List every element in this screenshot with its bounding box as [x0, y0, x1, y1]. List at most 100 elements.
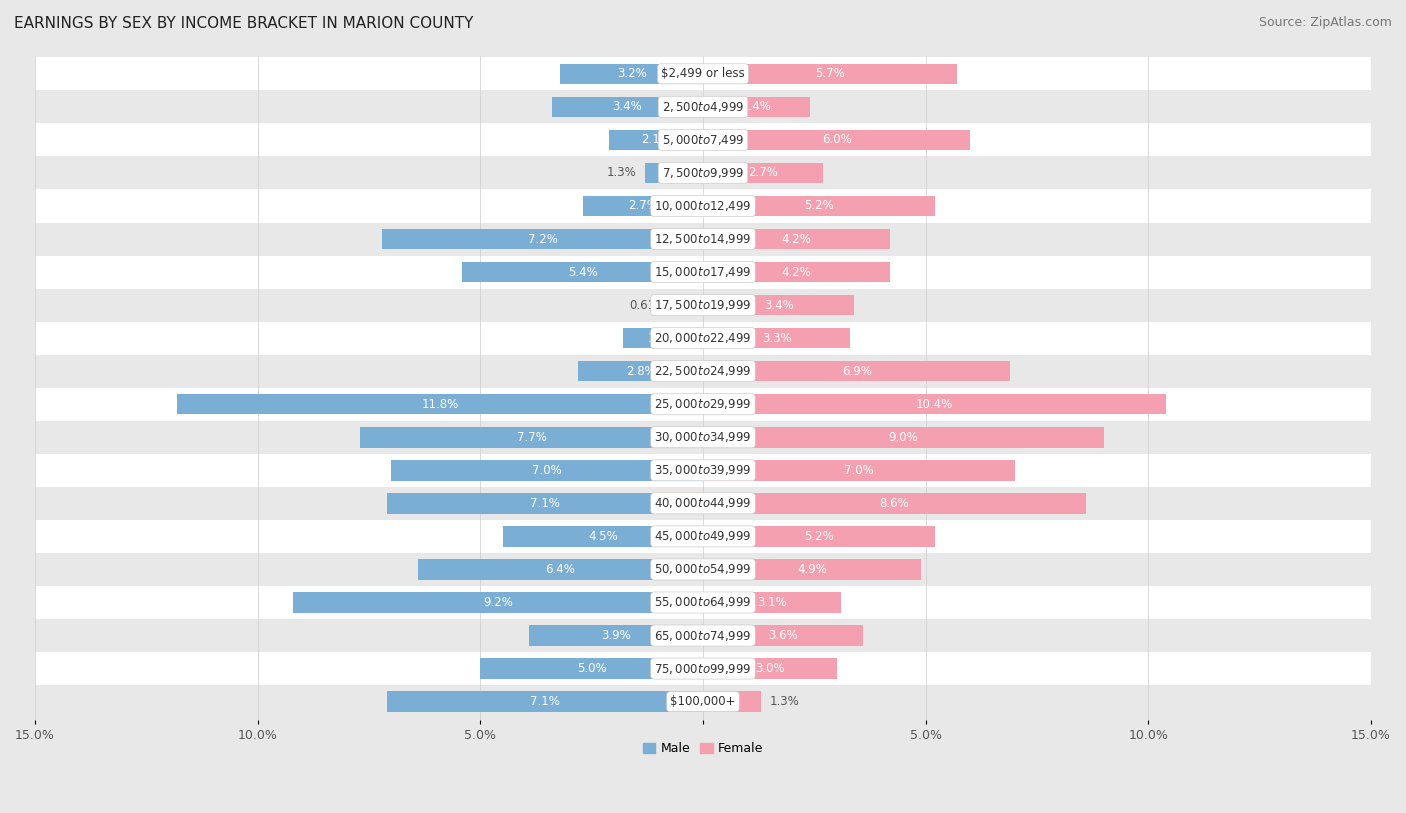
Bar — [703, 493, 1085, 514]
Text: EARNINGS BY SEX BY INCOME BRACKET IN MARION COUNTY: EARNINGS BY SEX BY INCOME BRACKET IN MAR… — [14, 16, 474, 31]
Bar — [35, 57, 1371, 90]
Bar — [35, 322, 1371, 354]
Bar — [391, 460, 703, 480]
Text: $35,000 to $39,999: $35,000 to $39,999 — [654, 463, 752, 477]
Bar — [35, 223, 1371, 255]
Bar — [582, 196, 703, 216]
Text: 7.0%: 7.0% — [533, 464, 562, 476]
Text: $75,000 to $99,999: $75,000 to $99,999 — [654, 662, 752, 676]
Text: 5.4%: 5.4% — [568, 266, 598, 279]
Bar — [703, 427, 1104, 447]
Bar — [35, 156, 1371, 189]
Text: 3.3%: 3.3% — [762, 332, 792, 345]
Bar — [502, 526, 703, 546]
Bar — [703, 460, 1015, 480]
Text: $15,000 to $17,499: $15,000 to $17,499 — [654, 265, 752, 279]
Text: 9.0%: 9.0% — [889, 431, 918, 444]
Bar — [703, 196, 935, 216]
Text: 5.0%: 5.0% — [576, 662, 606, 675]
Bar — [35, 189, 1371, 223]
Bar — [703, 163, 824, 183]
Bar — [294, 592, 703, 613]
Text: 4.2%: 4.2% — [782, 233, 811, 246]
Text: 7.7%: 7.7% — [516, 431, 547, 444]
Bar — [360, 427, 703, 447]
Bar — [35, 421, 1371, 454]
Text: 7.1%: 7.1% — [530, 695, 560, 708]
Bar — [703, 97, 810, 117]
Bar — [703, 129, 970, 150]
Text: 7.2%: 7.2% — [527, 233, 558, 246]
Text: 0.61%: 0.61% — [630, 298, 666, 311]
Text: 5.7%: 5.7% — [815, 67, 845, 80]
Text: $5,000 to $7,499: $5,000 to $7,499 — [662, 133, 744, 147]
Text: 6.9%: 6.9% — [842, 365, 872, 378]
Text: 1.8%: 1.8% — [648, 332, 678, 345]
Bar — [703, 592, 841, 613]
Text: $30,000 to $34,999: $30,000 to $34,999 — [654, 430, 752, 444]
Bar — [35, 90, 1371, 124]
Bar — [703, 394, 1166, 415]
Text: 3.0%: 3.0% — [755, 662, 785, 675]
Text: $45,000 to $49,999: $45,000 to $49,999 — [654, 529, 752, 543]
Bar — [463, 262, 703, 282]
Text: 5.2%: 5.2% — [804, 199, 834, 212]
Text: $55,000 to $64,999: $55,000 to $64,999 — [654, 595, 752, 610]
Text: 6.4%: 6.4% — [546, 563, 575, 576]
Text: $65,000 to $74,999: $65,000 to $74,999 — [654, 628, 752, 642]
Bar — [623, 328, 703, 349]
Text: 3.4%: 3.4% — [763, 298, 793, 311]
Bar — [35, 652, 1371, 685]
Text: $25,000 to $29,999: $25,000 to $29,999 — [654, 398, 752, 411]
Text: $20,000 to $22,499: $20,000 to $22,499 — [654, 331, 752, 346]
Bar — [578, 361, 703, 381]
Text: 1.3%: 1.3% — [606, 167, 636, 180]
Text: 7.1%: 7.1% — [530, 497, 560, 510]
Text: $17,500 to $19,999: $17,500 to $19,999 — [654, 298, 752, 312]
Text: $50,000 to $54,999: $50,000 to $54,999 — [654, 563, 752, 576]
Text: 5.2%: 5.2% — [804, 530, 834, 543]
Bar — [35, 255, 1371, 289]
Bar — [561, 63, 703, 84]
Bar — [35, 388, 1371, 421]
Bar — [703, 361, 1011, 381]
Text: $12,500 to $14,999: $12,500 to $14,999 — [654, 232, 752, 246]
Text: 8.6%: 8.6% — [880, 497, 910, 510]
Bar — [35, 354, 1371, 388]
Bar — [703, 63, 957, 84]
Text: 3.6%: 3.6% — [768, 629, 799, 642]
Text: 10.4%: 10.4% — [915, 398, 953, 411]
Text: 3.4%: 3.4% — [613, 100, 643, 113]
Bar — [481, 659, 703, 679]
Bar — [35, 454, 1371, 487]
Bar — [35, 553, 1371, 586]
Bar — [529, 625, 703, 646]
Text: $2,500 to $4,999: $2,500 to $4,999 — [662, 100, 744, 114]
Legend: Male, Female: Male, Female — [638, 737, 768, 760]
Bar — [35, 289, 1371, 322]
Text: 2.4%: 2.4% — [741, 100, 772, 113]
Bar — [382, 228, 703, 250]
Text: 4.5%: 4.5% — [588, 530, 617, 543]
Text: 7.0%: 7.0% — [844, 464, 873, 476]
Bar — [703, 295, 855, 315]
Bar — [35, 520, 1371, 553]
Bar — [418, 559, 703, 580]
Text: 3.2%: 3.2% — [617, 67, 647, 80]
Bar — [387, 493, 703, 514]
Text: Source: ZipAtlas.com: Source: ZipAtlas.com — [1258, 16, 1392, 29]
Text: $100,000+: $100,000+ — [671, 695, 735, 708]
Bar — [676, 295, 703, 315]
Text: $2,499 or less: $2,499 or less — [661, 67, 745, 80]
Text: 1.3%: 1.3% — [770, 695, 800, 708]
Bar — [703, 526, 935, 546]
Bar — [35, 586, 1371, 619]
Text: 2.7%: 2.7% — [748, 167, 778, 180]
Text: 3.1%: 3.1% — [758, 596, 787, 609]
Text: $40,000 to $44,999: $40,000 to $44,999 — [654, 497, 752, 511]
Bar — [703, 559, 921, 580]
Text: 2.1%: 2.1% — [641, 133, 671, 146]
Text: 9.2%: 9.2% — [484, 596, 513, 609]
Bar — [703, 691, 761, 712]
Text: 3.9%: 3.9% — [602, 629, 631, 642]
